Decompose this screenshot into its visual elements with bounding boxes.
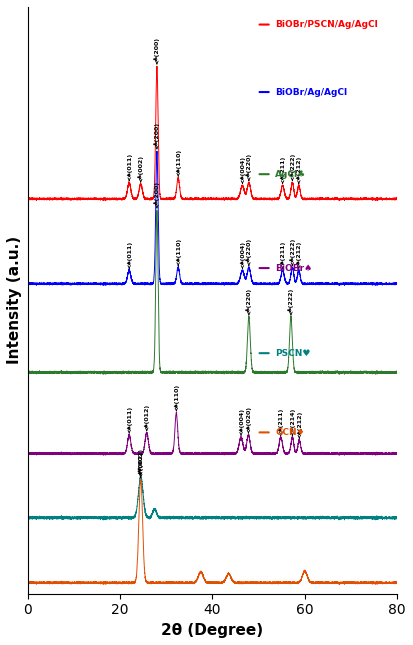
Text: ♠(012): ♠(012)	[144, 404, 150, 431]
Text: ♣(222): ♣(222)	[290, 238, 295, 265]
Text: ♣(222): ♣(222)	[290, 154, 295, 181]
Text: ♠(020): ♠(020)	[246, 406, 251, 433]
X-axis label: 2θ (Degree): 2θ (Degree)	[161, 623, 263, 638]
Text: GCN♦: GCN♦	[275, 428, 305, 437]
Text: ♣(220): ♣(220)	[246, 238, 252, 265]
Text: ♠(212): ♠(212)	[296, 156, 301, 183]
Text: PSCN♥: PSCN♥	[275, 349, 311, 358]
Text: ♠(211): ♠(211)	[280, 156, 285, 183]
Text: ♣(220): ♣(220)	[246, 288, 252, 315]
Text: ♠(004): ♠(004)	[240, 156, 245, 183]
Text: ♣(200): ♣(200)	[154, 122, 160, 149]
Text: ♠(011): ♠(011)	[126, 406, 132, 433]
Text: ♠(110): ♠(110)	[173, 384, 179, 411]
Text: ♠(211): ♠(211)	[278, 408, 283, 435]
Text: BiOBr/PSCN/Ag/AgCl: BiOBr/PSCN/Ag/AgCl	[275, 20, 378, 29]
Text: ♣(222): ♣(222)	[288, 288, 294, 315]
Text: ♣(220): ♣(220)	[246, 154, 252, 181]
Text: AgCl♣: AgCl♣	[275, 170, 306, 179]
Text: BiOBr♠: BiOBr♠	[275, 264, 313, 273]
Text: ♠(004): ♠(004)	[240, 241, 245, 268]
Text: ♠(011): ♠(011)	[126, 241, 132, 268]
Text: ♦(002): ♦(002)	[138, 450, 143, 477]
Text: ♠(004): ♠(004)	[238, 408, 244, 435]
Text: ♠(110): ♠(110)	[176, 149, 181, 176]
Text: ♥(002): ♥(002)	[138, 448, 143, 475]
Text: BiOBr/Ag/AgCl: BiOBr/Ag/AgCl	[275, 88, 347, 97]
Text: ♣(200): ♣(200)	[154, 181, 160, 208]
Text: ♠(214): ♠(214)	[290, 408, 295, 435]
Text: ♠(212): ♠(212)	[296, 241, 301, 268]
Text: ♣(002): ♣(002)	[138, 155, 144, 182]
Text: ♠(011): ♠(011)	[126, 154, 132, 181]
Text: ♠(212): ♠(212)	[297, 411, 302, 438]
Text: ♣(200): ♣(200)	[154, 37, 160, 64]
Text: ♠(110): ♠(110)	[176, 238, 181, 265]
Y-axis label: Intensity (a.u.): Intensity (a.u.)	[7, 236, 22, 364]
Text: ♠(211): ♠(211)	[280, 241, 285, 268]
